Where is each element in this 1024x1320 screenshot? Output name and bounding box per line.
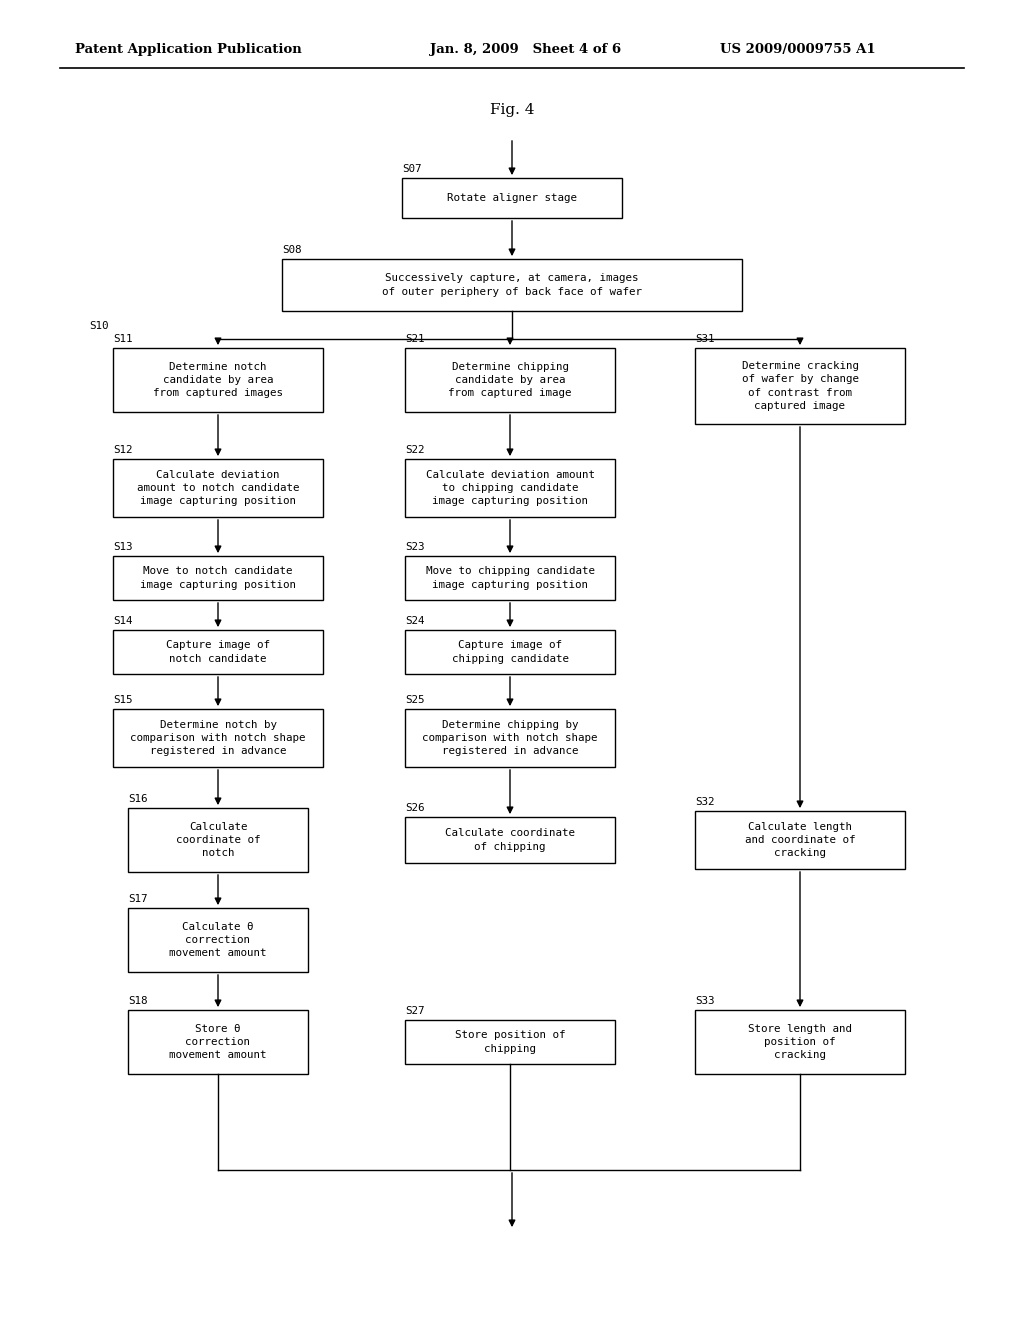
Text: S13: S13: [113, 543, 132, 552]
Text: S17: S17: [128, 894, 147, 904]
Bar: [128, 808, 308, 873]
Text: Move to notch candidate
image capturing position: Move to notch candidate image capturing …: [140, 566, 296, 590]
Text: S32: S32: [695, 797, 715, 807]
Bar: [695, 348, 905, 424]
Text: Determine notch by
comparison with notch shape
registered in advance: Determine notch by comparison with notch…: [130, 719, 306, 756]
Text: Fig. 4: Fig. 4: [489, 103, 535, 117]
Text: S11: S11: [113, 334, 132, 345]
Text: Calculate
coordinate of
notch: Calculate coordinate of notch: [176, 822, 260, 858]
Text: Determine chipping
candidate by area
from captured image: Determine chipping candidate by area fro…: [449, 362, 571, 399]
Bar: [282, 259, 742, 312]
Bar: [113, 348, 323, 412]
Text: S07: S07: [402, 164, 422, 174]
Text: Calculate length
and coordinate of
cracking: Calculate length and coordinate of crack…: [744, 822, 855, 858]
Text: Patent Application Publication: Patent Application Publication: [75, 44, 302, 57]
Text: S12: S12: [113, 445, 132, 455]
Text: S24: S24: [406, 616, 425, 626]
Text: Rotate aligner stage: Rotate aligner stage: [447, 193, 577, 203]
Bar: [695, 1010, 905, 1074]
Text: Store length and
position of
cracking: Store length and position of cracking: [748, 1024, 852, 1060]
Bar: [406, 817, 615, 863]
Text: Determine notch
candidate by area
from captured images: Determine notch candidate by area from c…: [153, 362, 283, 399]
Text: S25: S25: [406, 696, 425, 705]
Text: Move to chipping candidate
image capturing position: Move to chipping candidate image capturi…: [426, 566, 595, 590]
Bar: [128, 1010, 308, 1074]
Bar: [406, 1020, 615, 1064]
Text: S18: S18: [128, 997, 147, 1006]
Text: Calculate θ
correction
movement amount: Calculate θ correction movement amount: [169, 921, 266, 958]
Bar: [113, 709, 323, 767]
Text: S08: S08: [282, 246, 301, 255]
Bar: [128, 908, 308, 972]
Text: US 2009/0009755 A1: US 2009/0009755 A1: [720, 44, 876, 57]
Text: S31: S31: [695, 334, 715, 345]
Text: S22: S22: [406, 445, 425, 455]
Bar: [695, 810, 905, 869]
Text: S14: S14: [113, 616, 132, 626]
Text: S21: S21: [406, 334, 425, 345]
Bar: [406, 459, 615, 517]
Text: Capture image of
notch candidate: Capture image of notch candidate: [166, 640, 270, 664]
Bar: [402, 178, 622, 218]
Text: Calculate coordinate
of chipping: Calculate coordinate of chipping: [445, 829, 575, 851]
Text: S10: S10: [89, 321, 109, 331]
Bar: [406, 709, 615, 767]
Text: Successively capture, at camera, images
of outer periphery of back face of wafer: Successively capture, at camera, images …: [382, 273, 642, 297]
Text: Determine cracking
of wafer by change
of contrast from
captured image: Determine cracking of wafer by change of…: [741, 362, 858, 411]
Text: Jan. 8, 2009   Sheet 4 of 6: Jan. 8, 2009 Sheet 4 of 6: [430, 44, 622, 57]
Bar: [406, 348, 615, 412]
Text: Store position of
chipping: Store position of chipping: [455, 1031, 565, 1053]
Bar: [406, 630, 615, 675]
Bar: [406, 556, 615, 601]
Text: S15: S15: [113, 696, 132, 705]
Bar: [113, 630, 323, 675]
Text: S26: S26: [406, 803, 425, 813]
Text: Store θ
correction
movement amount: Store θ correction movement amount: [169, 1024, 266, 1060]
Bar: [113, 459, 323, 517]
Bar: [113, 556, 323, 601]
Text: Calculate deviation
amount to notch candidate
image capturing position: Calculate deviation amount to notch cand…: [137, 470, 299, 506]
Text: Capture image of
chipping candidate: Capture image of chipping candidate: [452, 640, 568, 664]
Text: S33: S33: [695, 997, 715, 1006]
Text: S16: S16: [128, 795, 147, 804]
Text: Calculate deviation amount
to chipping candidate
image capturing position: Calculate deviation amount to chipping c…: [426, 470, 595, 506]
Text: Determine chipping by
comparison with notch shape
registered in advance: Determine chipping by comparison with no…: [422, 719, 598, 756]
Text: S27: S27: [406, 1006, 425, 1016]
Text: S23: S23: [406, 543, 425, 552]
